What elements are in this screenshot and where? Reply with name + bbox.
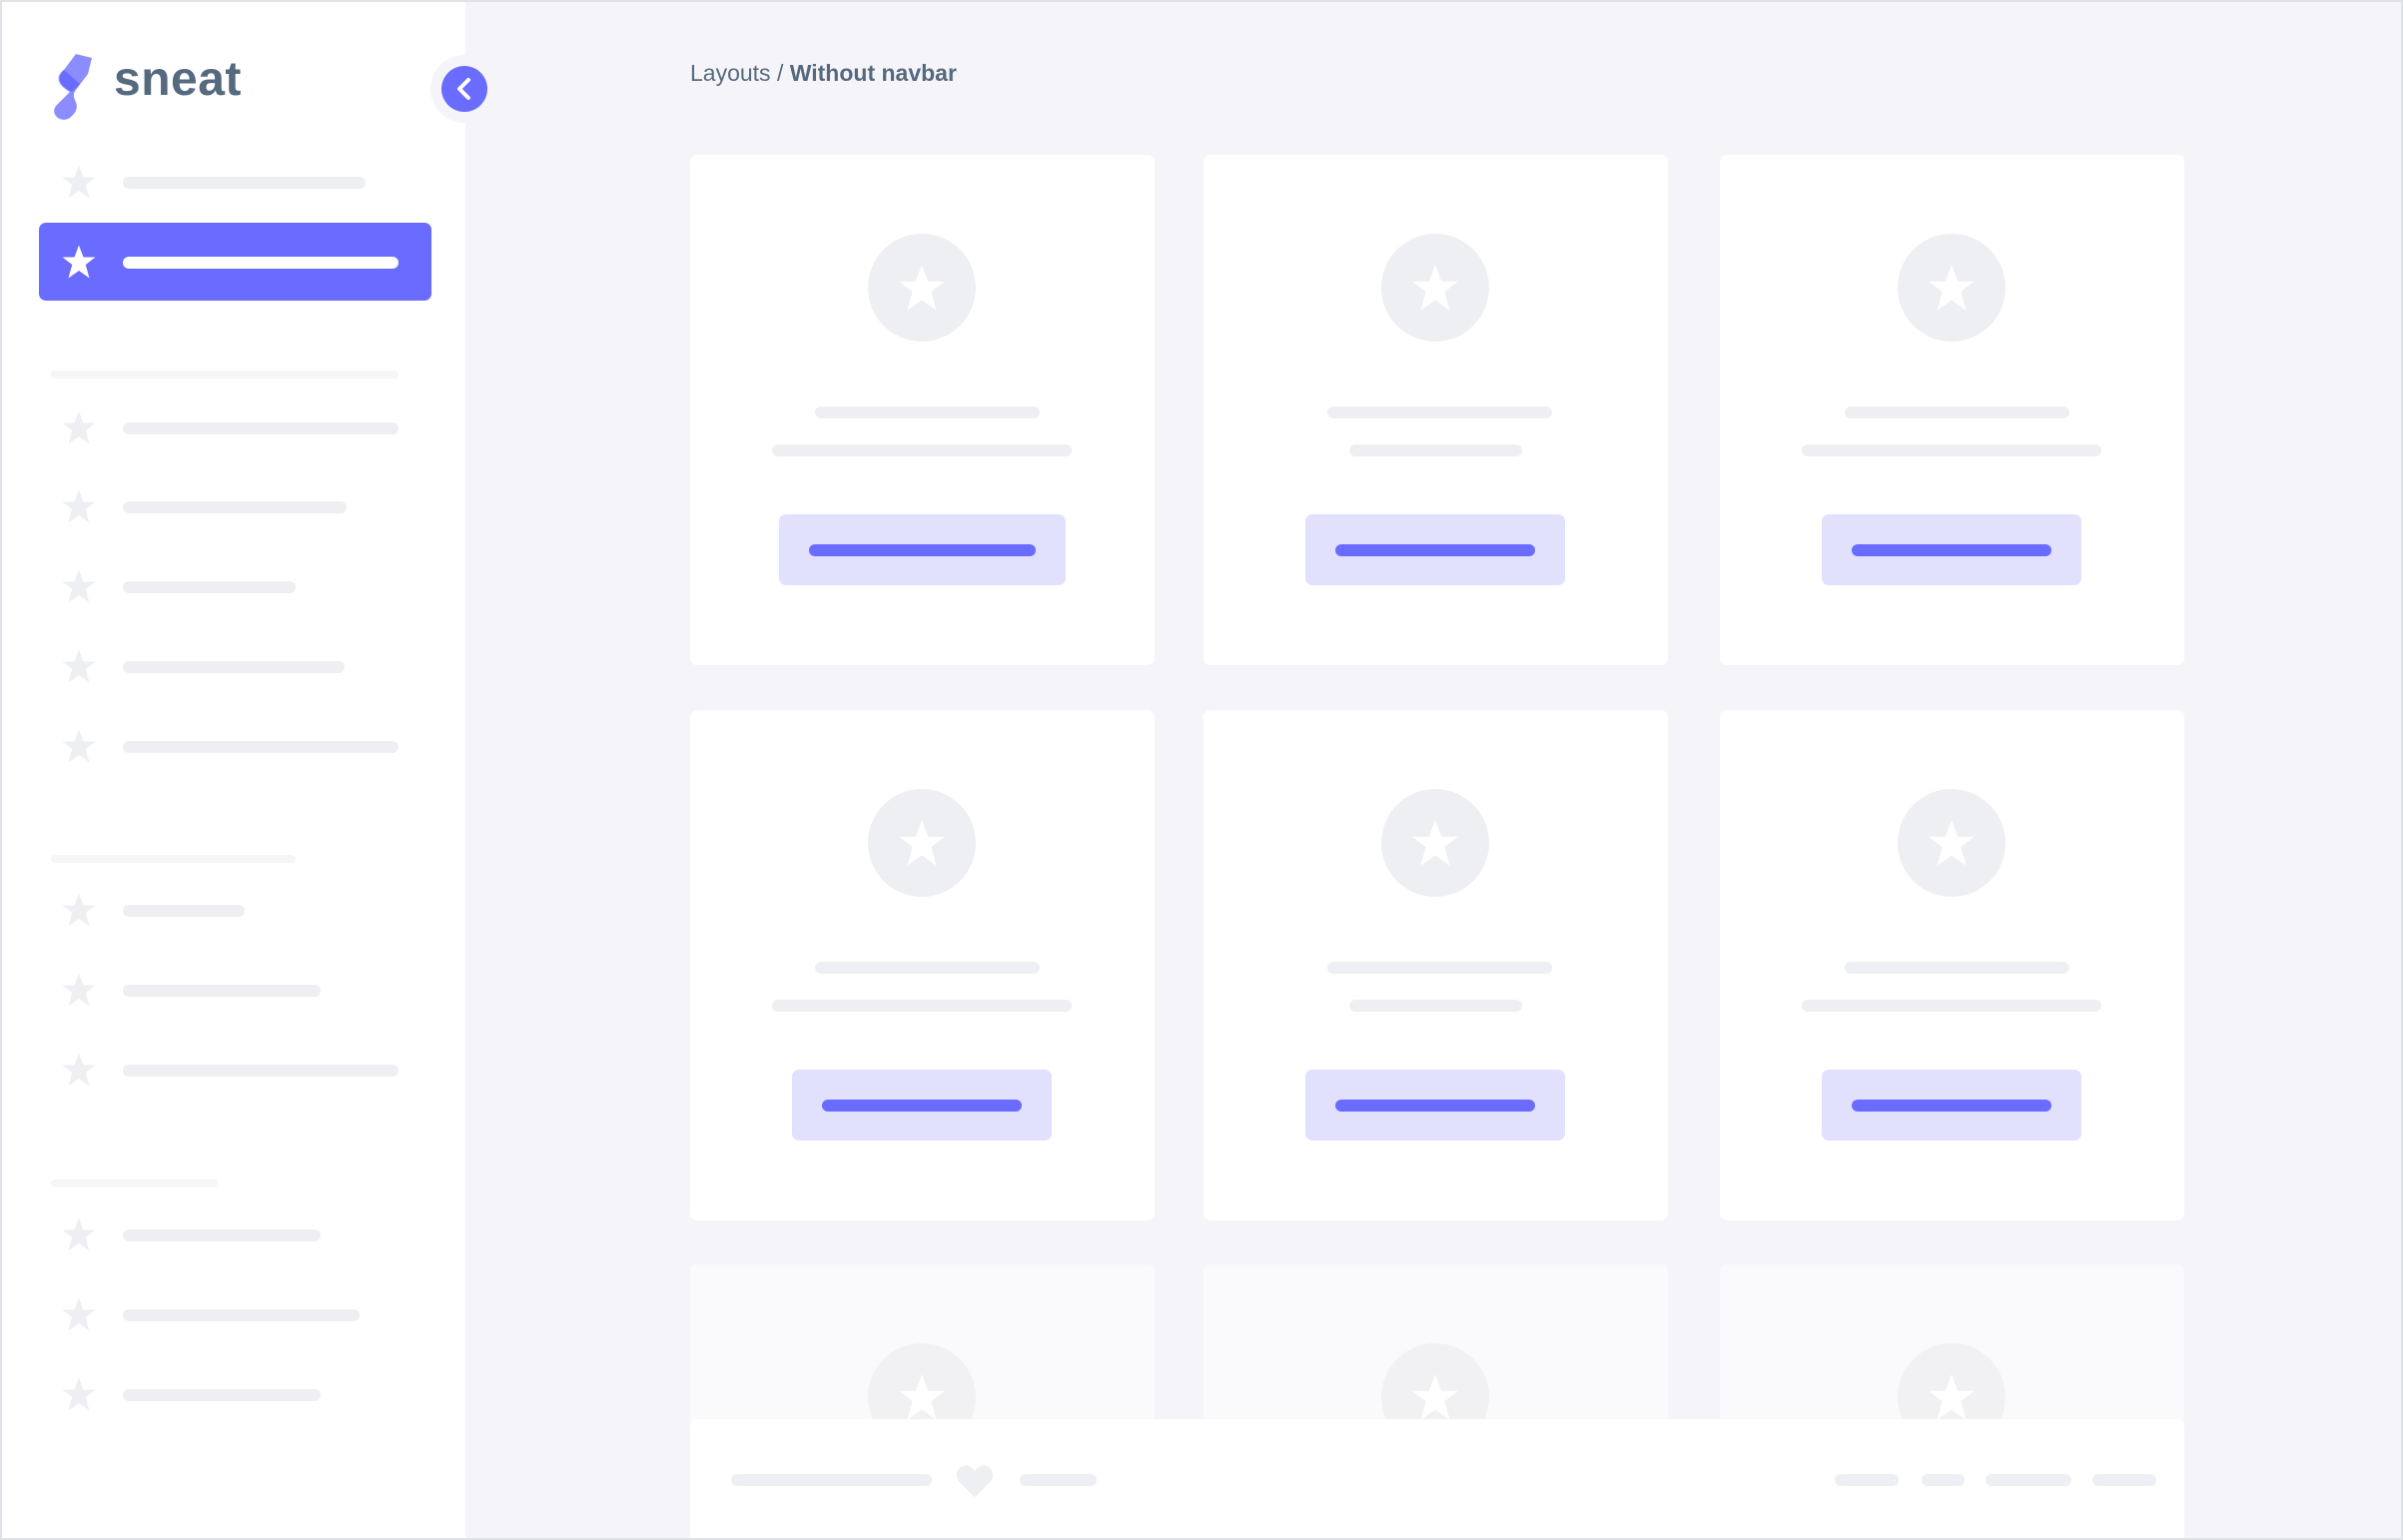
card-button[interactable] (1305, 1070, 1565, 1141)
sidebar-item-label (123, 257, 399, 269)
collapse-sidebar-button[interactable] (441, 66, 487, 112)
sidebar-item-label (123, 501, 347, 513)
sidebar-section-header (51, 371, 399, 379)
star-icon (61, 728, 97, 764)
star-icon (61, 244, 97, 280)
card-title (815, 406, 1040, 418)
logo-icon (46, 50, 98, 122)
breadcrumb-parent[interactable]: Layouts (690, 60, 771, 86)
star-icon (61, 892, 97, 928)
star-icon (1927, 263, 1977, 313)
card-subtitle (1802, 1000, 2101, 1012)
card-title (815, 962, 1040, 974)
sidebar-item-label (123, 985, 321, 997)
star-icon (897, 1372, 947, 1422)
card-title (1327, 962, 1552, 974)
star-icon (61, 568, 97, 604)
card (690, 155, 1155, 665)
sidebar-item-label (123, 177, 366, 189)
star-icon (1410, 263, 1460, 313)
sidebar-item-label (123, 1229, 321, 1241)
card-subtitle (772, 444, 1072, 456)
sidebar-item-label (123, 661, 345, 673)
card-button-label (1335, 1100, 1535, 1112)
star-icon (897, 263, 947, 313)
footer-link[interactable] (2092, 1474, 2156, 1486)
footer-author (1020, 1474, 1097, 1486)
breadcrumb: Layouts / Without navbar (690, 60, 957, 87)
logo-text: sneat (114, 53, 242, 106)
card-avatar (868, 789, 976, 897)
sidebar-item-label (123, 905, 245, 917)
card-button[interactable] (1822, 514, 2081, 585)
card-title (1845, 406, 2069, 418)
card-button[interactable] (1822, 1070, 2081, 1141)
star-icon (1410, 818, 1460, 868)
card-button-label (808, 544, 1036, 556)
sidebar-item-label (123, 581, 296, 593)
card-button[interactable] (1305, 514, 1565, 585)
sidebar-item-label (123, 1389, 321, 1401)
heart-icon (955, 1463, 995, 1499)
sidebar-item-label (123, 422, 399, 434)
card (1720, 155, 2184, 665)
card (1203, 710, 1668, 1220)
breadcrumb-separator: / (770, 60, 790, 86)
card-subtitle (772, 1000, 1072, 1012)
card-avatar (1898, 789, 2005, 897)
card (690, 710, 1155, 1220)
card (1720, 710, 2184, 1220)
card (1203, 155, 1668, 665)
star-icon (61, 972, 97, 1008)
card-button-label (822, 1100, 1022, 1112)
star-icon (61, 648, 97, 684)
star-icon (1927, 1372, 1977, 1422)
card-button[interactable] (792, 1070, 1052, 1141)
star-icon (61, 164, 97, 200)
star-icon (61, 1376, 97, 1412)
card-button[interactable] (778, 514, 1066, 585)
sidebar-item-label (123, 1309, 360, 1321)
card-avatar (1381, 234, 1489, 342)
sidebar: sneat (2, 2, 465, 1538)
star-icon (61, 409, 97, 445)
card-subtitle (1802, 444, 2101, 456)
card-avatar (1898, 234, 2005, 342)
card-title (1845, 962, 2069, 974)
star-icon (1410, 1372, 1460, 1422)
star-icon (61, 1216, 97, 1252)
footer (690, 1419, 2184, 1538)
card-button-label (1852, 544, 2051, 556)
star-icon (61, 488, 97, 524)
card-avatar (868, 234, 976, 342)
star-icon (1927, 818, 1977, 868)
chevron-left-icon (457, 78, 470, 100)
card-button-label (1852, 1100, 2051, 1112)
sidebar-section-header (51, 855, 296, 863)
footer-link[interactable] (1986, 1474, 2071, 1486)
card-button-label (1335, 544, 1535, 556)
star-icon (61, 1052, 97, 1088)
card-subtitle (1348, 444, 1522, 456)
footer-copyright (731, 1474, 932, 1486)
sidebar-section-header (51, 1179, 218, 1187)
footer-link[interactable] (1835, 1474, 1899, 1486)
card-subtitle (1348, 1000, 1522, 1012)
sidebar-item-label (123, 741, 399, 753)
sidebar-item-label (123, 1065, 399, 1077)
breadcrumb-current: Without navbar (789, 60, 957, 86)
card-title (1327, 406, 1552, 418)
footer-link[interactable] (1922, 1474, 1965, 1486)
star-icon (61, 1296, 97, 1332)
star-icon (897, 818, 947, 868)
card-avatar (1381, 789, 1489, 897)
